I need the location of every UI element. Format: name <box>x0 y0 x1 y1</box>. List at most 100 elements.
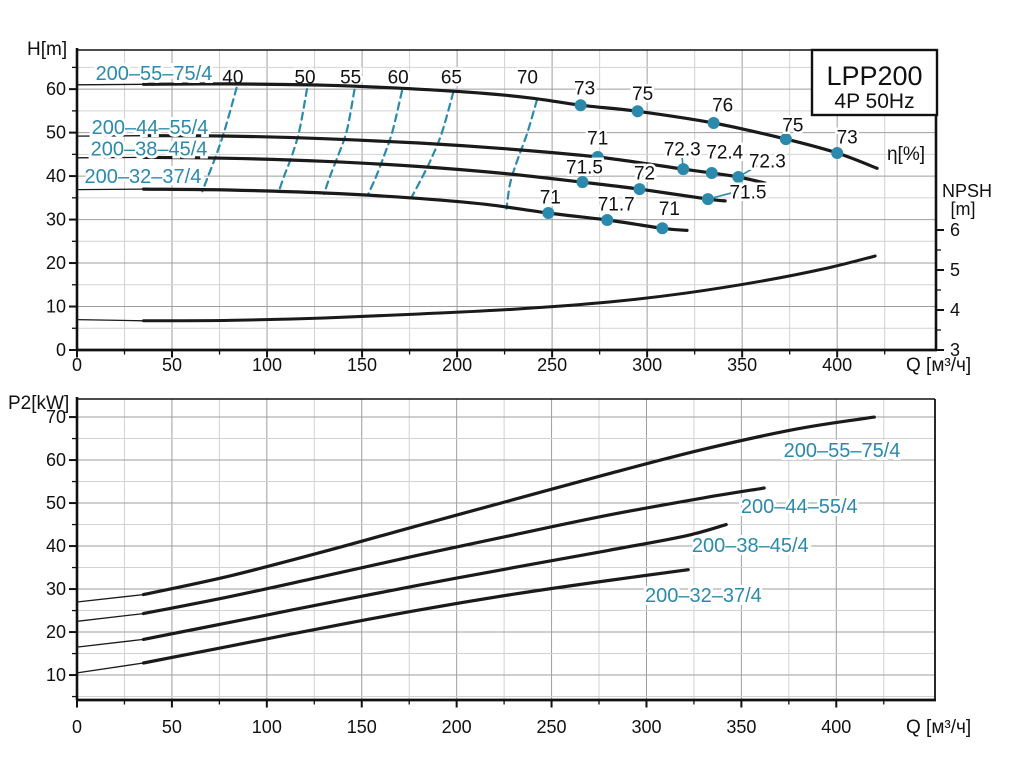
y-tick-label: 30 <box>46 579 66 599</box>
x-tick-label: 150 <box>347 355 377 375</box>
head-capacity-chart: 0 50 100 150 200 250 300 350 400 0 10 20 30 40 50 60 3 4 5… <box>27 39 992 376</box>
efficiency-point-marker <box>601 214 614 226</box>
efficiency-value-label: 71 <box>587 128 608 149</box>
pump-curve-inlet <box>76 662 145 674</box>
pump-curve <box>141 486 766 616</box>
pump-curve-inlet <box>76 188 145 191</box>
y-tick-label: 60 <box>46 79 66 99</box>
npsh-axis-unit-label: [m] <box>951 199 976 219</box>
x-axis-label: Q [м³/ч] <box>906 355 971 376</box>
x-tick-label: 0 <box>72 717 82 737</box>
efficiency-value-label: 72.3 <box>664 140 701 161</box>
efficiency-points: 71.5 72 71.5 <box>564 155 769 206</box>
efficiency-contour <box>323 88 356 195</box>
x-tick-label: 300 <box>632 355 662 375</box>
x-tick-label: 350 <box>727 355 757 375</box>
efficiency-point-marker <box>633 183 646 196</box>
efficiency-point-marker <box>707 117 720 130</box>
plot-frame <box>75 48 938 352</box>
model-label: 200–32–37/4 <box>645 585 762 607</box>
x-tick-label: 100 <box>252 717 282 737</box>
y-tick-label: 0 <box>56 340 66 360</box>
efficiency-point-marker <box>701 193 714 206</box>
pump-model-title: LPP200 <box>826 61 922 91</box>
y-tick-label: 50 <box>46 123 66 143</box>
efficiency-contour <box>366 89 404 197</box>
y-tick-label: 50 <box>46 493 66 513</box>
npsh-curve-inlet <box>76 318 145 322</box>
model-label: 200–44–55/4 <box>92 117 209 139</box>
y-tick-label: 30 <box>46 210 66 230</box>
model-label: 200–32–37/4 <box>85 166 202 188</box>
y-tick-label: 10 <box>46 665 66 685</box>
y-axis-label: H[m] <box>27 39 67 60</box>
npsh-axis: 3 4 5 6 NPSH[m] <box>936 181 992 360</box>
x-tick-label: 0 <box>72 355 82 375</box>
efficiency-point-marker <box>542 207 555 220</box>
efficiency-contour-label: 65 <box>441 67 462 88</box>
y-tick-label: 40 <box>46 166 66 186</box>
pump-curves <box>76 415 876 674</box>
efficiency-value-label: 75 <box>782 116 803 137</box>
x-tick-label: 50 <box>162 355 182 375</box>
y-axis-label: P2[kW] <box>8 393 69 414</box>
efficiency-value-label: 72.3 <box>749 151 786 172</box>
efficiency-contour-label: 40 <box>222 67 243 88</box>
y-tick-label: 20 <box>46 622 66 642</box>
pump-curve <box>141 187 689 232</box>
efficiency-value-label: 71 <box>540 188 561 209</box>
efficiency-value-label: 71.5 <box>566 158 603 179</box>
model-label: 200–44–55/4 <box>741 496 858 518</box>
axis-ticks: 0 50 100 150 200 250 300 350 400 10 20 30 40 50 60 70 <box>46 407 885 737</box>
pump-curve-inlet <box>76 593 145 603</box>
pump-curve-inlet <box>76 638 145 648</box>
efficiency-point-marker <box>831 147 844 160</box>
x-tick-label: 200 <box>442 355 472 375</box>
pump-spec-title: 4P 50Hz <box>834 90 914 113</box>
efficiency-value-label: 72 <box>634 164 655 185</box>
x-tick-label: 400 <box>822 355 852 375</box>
y-tick-label: 70 <box>46 407 66 427</box>
x-tick-label: 150 <box>347 717 377 737</box>
eta-axis-label: η[%] <box>887 144 925 165</box>
model-label: 200–55–75/4 <box>784 440 901 462</box>
efficiency-value-label: 75 <box>632 84 653 105</box>
efficiency-value-label: 71.7 <box>598 195 635 216</box>
model-label: 200–38–45/4 <box>692 535 809 557</box>
efficiency-points: 73 75 76 75 73 <box>572 76 860 160</box>
pump-curve <box>141 568 690 665</box>
x-tick-label: 300 <box>631 717 661 737</box>
power-chart: 0 50 100 150 200 250 300 350 400 10 20 30 40 50 60 70 20… <box>8 393 971 738</box>
model-label: 200–55–75/4 <box>96 63 213 85</box>
efficiency-point-marker <box>576 176 589 189</box>
efficiency-value-label: 72.4 <box>706 143 743 164</box>
efficiency-point-marker <box>732 170 745 183</box>
efficiency-point-marker <box>656 222 669 235</box>
x-tick-label: 200 <box>442 717 472 737</box>
efficiency-point-marker <box>705 167 718 180</box>
model-label: 200–38–45/4 <box>91 138 208 160</box>
npsh-tick-label: 5 <box>950 260 960 280</box>
pump-curve-inlet <box>76 612 145 622</box>
efficiency-value-label: 71.5 <box>729 183 766 204</box>
efficiency-point-marker <box>677 163 690 176</box>
grid <box>77 399 935 700</box>
x-tick-label: 250 <box>537 717 567 737</box>
pump-curve <box>141 523 728 641</box>
x-axis-label: Q [м³/ч] <box>906 717 971 738</box>
npsh-curve <box>142 254 877 323</box>
efficiency-value-label: 76 <box>712 96 733 117</box>
efficiency-contour <box>505 98 538 210</box>
title-box-frame <box>810 48 939 117</box>
y-tick-label: 60 <box>46 450 66 470</box>
efficiency-contour-label: 70 <box>517 67 538 88</box>
efficiency-value-label: 73 <box>837 128 858 149</box>
pump-curve <box>141 155 727 203</box>
npsh-axis-label: NPSH <box>942 181 992 201</box>
npsh-tick-label: 3 <box>950 340 960 360</box>
x-tick-label: 250 <box>537 355 567 375</box>
